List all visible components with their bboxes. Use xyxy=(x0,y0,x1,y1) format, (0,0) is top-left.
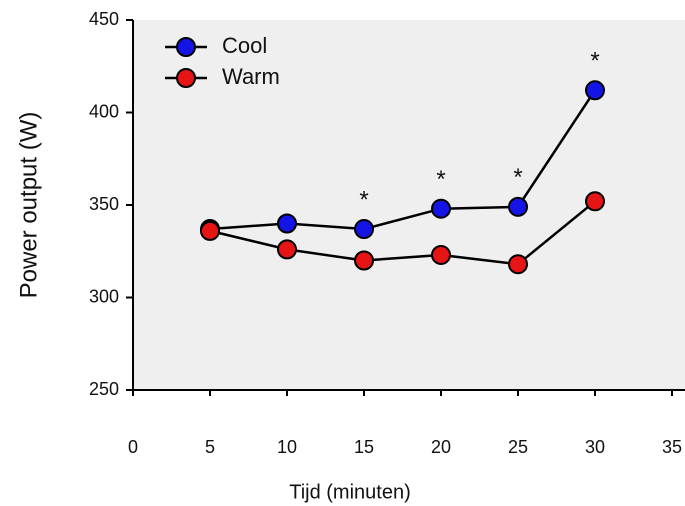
x-tick-label: 30 xyxy=(585,437,605,457)
x-tick-label: 0 xyxy=(128,437,138,457)
series-line xyxy=(209,200,596,266)
y-tick-label: 400 xyxy=(89,101,119,121)
legend-marker xyxy=(176,37,196,57)
point xyxy=(431,198,451,219)
x-tick-label: 25 xyxy=(508,437,528,457)
point xyxy=(200,220,220,241)
x-axis-label: Tijd (minuten) xyxy=(289,481,411,503)
point xyxy=(277,239,297,260)
annotation: * xyxy=(359,186,368,213)
series-line xyxy=(209,89,597,231)
legend-label: Warm xyxy=(222,64,280,89)
point xyxy=(431,244,451,265)
point xyxy=(354,250,374,271)
annotation: * xyxy=(436,166,445,193)
point xyxy=(354,219,374,240)
x-tick-label: 15 xyxy=(354,437,374,457)
y-axis-label: Power output (W) xyxy=(15,112,42,299)
x-tick-label: 20 xyxy=(431,437,451,457)
x-tick-label: 10 xyxy=(277,437,297,457)
point xyxy=(277,213,297,234)
point xyxy=(585,80,605,101)
annotation: * xyxy=(590,48,599,75)
x-tick-label: 35 xyxy=(662,437,682,457)
point xyxy=(508,254,528,275)
annotation: * xyxy=(513,164,522,191)
y-tick-label: 300 xyxy=(89,286,119,306)
x-tick-label: 5 xyxy=(205,437,215,457)
y-tick-label: 350 xyxy=(89,194,119,214)
legend-marker xyxy=(176,68,196,88)
legend-label: Cool xyxy=(222,33,267,58)
y-tick-label: 450 xyxy=(89,9,119,29)
point xyxy=(508,196,528,217)
y-tick-label: 250 xyxy=(89,379,119,399)
point xyxy=(585,191,605,212)
